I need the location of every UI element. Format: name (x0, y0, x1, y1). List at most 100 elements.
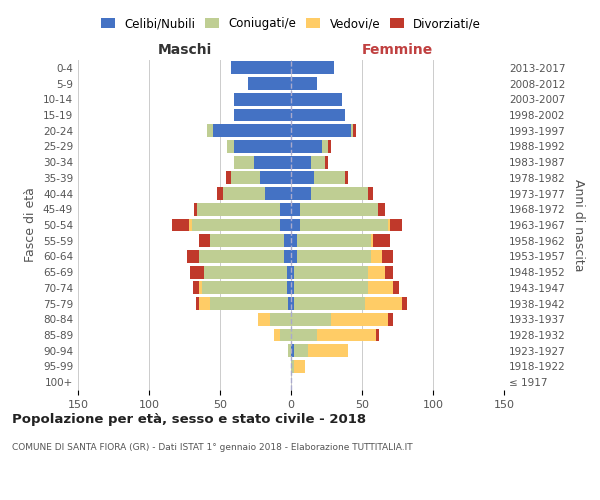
Bar (274, 328, 280, 342)
Bar (260, 172, 291, 184)
Bar (287, 266, 291, 278)
Bar (280, 218, 291, 232)
Bar (205, 266, 287, 278)
Bar (291, 250, 296, 263)
Bar (353, 124, 356, 137)
Bar (371, 234, 373, 247)
Bar (291, 108, 345, 122)
Bar (234, 156, 254, 168)
Bar (284, 234, 291, 247)
Bar (377, 203, 385, 215)
Bar (294, 360, 305, 373)
Bar (187, 250, 199, 263)
Bar (265, 187, 291, 200)
Bar (207, 124, 213, 137)
Bar (368, 187, 373, 200)
Bar (345, 172, 348, 184)
Text: Maschi: Maschi (157, 43, 212, 57)
Bar (193, 282, 199, 294)
Bar (291, 282, 294, 294)
Bar (291, 203, 299, 215)
Text: Popolazione per età, sesso e stato civile - 2018: Popolazione per età, sesso e stato civil… (12, 412, 366, 426)
Bar (234, 93, 291, 106)
Bar (368, 266, 385, 278)
Bar (291, 156, 311, 168)
Legend: Celibi/Nubili, Coniugati/e, Vedovi/e, Divorziati/e: Celibi/Nubili, Coniugati/e, Vedovi/e, Di… (98, 15, 484, 32)
Bar (234, 108, 291, 122)
Bar (199, 282, 202, 294)
Bar (202, 282, 287, 294)
Bar (291, 93, 342, 106)
Bar (291, 172, 314, 184)
Bar (294, 266, 368, 278)
Bar (291, 124, 350, 137)
Bar (284, 250, 291, 263)
Bar (294, 297, 365, 310)
Bar (299, 218, 388, 232)
Bar (331, 313, 388, 326)
Bar (280, 328, 291, 342)
Text: Femmine: Femmine (362, 43, 433, 57)
Text: COMUNE DI SANTA FIORA (GR) - Dati ISTAT 1° gennaio 2018 - Elaborazione TUTTITALI: COMUNE DI SANTA FIORA (GR) - Dati ISTAT … (12, 442, 413, 452)
Bar (191, 218, 280, 232)
Bar (291, 140, 322, 153)
Bar (291, 344, 294, 357)
Bar (373, 234, 391, 247)
Bar (368, 282, 393, 294)
Bar (325, 156, 328, 168)
Bar (189, 218, 191, 232)
Bar (287, 282, 291, 294)
Bar (311, 156, 325, 168)
Bar (248, 77, 291, 90)
Bar (259, 313, 270, 326)
Bar (296, 250, 371, 263)
Bar (199, 234, 210, 247)
Bar (328, 140, 331, 153)
Bar (217, 187, 223, 200)
Bar (232, 62, 291, 74)
Bar (308, 344, 348, 357)
Bar (213, 124, 291, 137)
Bar (226, 172, 232, 184)
Bar (234, 140, 291, 153)
Bar (291, 266, 294, 278)
Bar (314, 172, 345, 184)
Bar (294, 344, 308, 357)
Bar (350, 124, 353, 137)
Bar (190, 266, 205, 278)
Bar (232, 172, 260, 184)
Bar (291, 218, 299, 232)
Bar (197, 203, 280, 215)
Bar (299, 203, 377, 215)
Bar (210, 234, 284, 247)
Bar (311, 187, 368, 200)
Bar (280, 203, 291, 215)
Bar (227, 140, 234, 153)
Bar (288, 344, 291, 357)
Y-axis label: Anni di nascita: Anni di nascita (572, 179, 585, 271)
Bar (199, 250, 284, 263)
Bar (254, 156, 291, 168)
Bar (376, 328, 379, 342)
Bar (322, 140, 328, 153)
Bar (288, 297, 291, 310)
Bar (223, 187, 265, 200)
Bar (385, 266, 393, 278)
Bar (210, 297, 288, 310)
Bar (365, 297, 402, 310)
Bar (391, 218, 402, 232)
Bar (291, 234, 296, 247)
Bar (296, 234, 371, 247)
Bar (393, 282, 399, 294)
Bar (291, 313, 331, 326)
Bar (270, 313, 291, 326)
Bar (294, 282, 368, 294)
Bar (317, 328, 376, 342)
Bar (291, 360, 294, 373)
Bar (291, 187, 311, 200)
Bar (291, 297, 294, 310)
Y-axis label: Fasce di età: Fasce di età (25, 188, 37, 262)
Bar (388, 313, 393, 326)
Bar (382, 250, 393, 263)
Bar (291, 77, 317, 90)
